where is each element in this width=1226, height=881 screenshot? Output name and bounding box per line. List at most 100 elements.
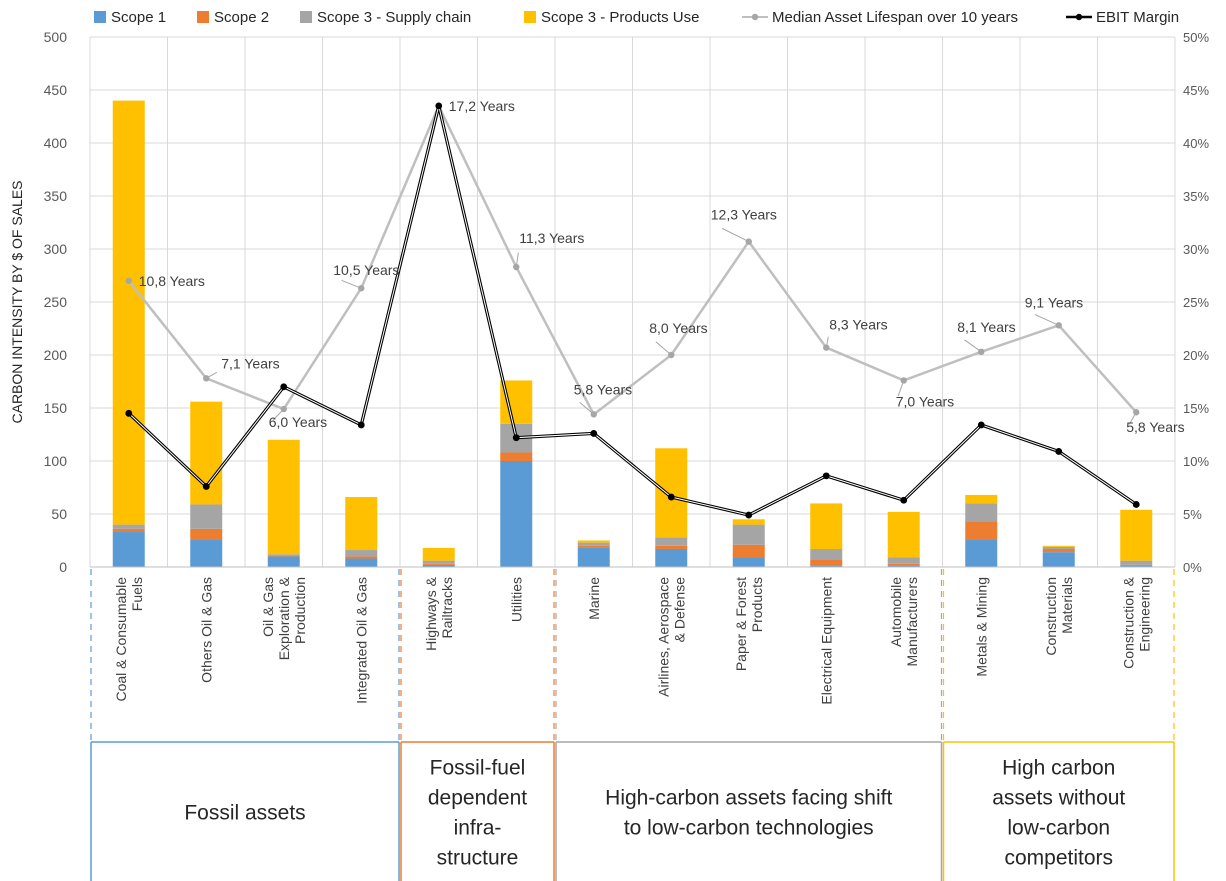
bar-scope-3-products-use [577,540,610,543]
lifespan-leader [1034,314,1059,326]
group-label: Fossil-fuel [430,757,526,780]
group-label: High-carbon assets facing shift [605,787,892,810]
y2-tick-label: 25% [1183,295,1209,310]
legend-item: EBIT Margin [1066,9,1179,26]
x-tick-label-line: Railtracks [439,577,455,638]
bar-scope-2 [577,545,610,548]
bar-scope-1 [422,564,455,567]
legend-swatch [524,11,536,23]
bar-scope-1 [345,558,378,567]
x-tick-label: Electrical Equipment [818,577,834,705]
bar-scope-3-supply-chain [112,524,145,529]
lifespan-data-label: 5,8 Years [574,381,632,397]
bar-scope-2 [887,563,920,566]
bar-scope-2 [1120,564,1153,566]
legend-label: Scope 1 [111,9,166,26]
x-tick-label: Coal & Consumable Fuels [113,577,145,702]
x-tick-label-line: Highways & [423,576,439,651]
y-axis-label: CARBON INTENSITY BY $ OF SALES [9,181,25,424]
ebit-marker [590,430,598,437]
lifespan-leader [897,380,905,397]
legend-item: Scope 3 - Supply chain [300,9,471,26]
bar-scope-1 [810,565,843,567]
ebit-marker [280,383,288,391]
group-label: dependent [428,787,527,810]
group-label: structure [437,847,519,870]
lifespan-data-label: 8,1 Years [957,319,1015,335]
bar-scope-3-products-use [112,100,145,525]
legend-label: Scope 3 - Products Use [541,9,699,26]
bar-scope-3-supply-chain [422,560,455,564]
bar-scope-1 [655,548,688,567]
x-tick-label: Construction Materials [1043,577,1075,656]
lifespan-leader [515,252,519,268]
y2-tick-label: 45% [1183,83,1209,98]
x-tick-label: Airlines, Aerospace & Defense [655,577,687,697]
legend-swatch [197,11,209,23]
x-tick-label-line: Construction & [1120,576,1136,668]
ebit-marker [512,434,520,442]
y-tick-label: 400 [44,135,68,151]
legend-swatch [94,11,106,23]
y-tick-label: 0 [59,559,67,575]
category-groups: Fossil assets Fossil-fuel dependent infra-s… [90,569,1175,881]
lifespan-leader [579,401,595,415]
x-tick-label: Oil & Gas Exploration & Production [260,576,308,660]
x-tick-label-line: Exploration & [276,576,292,660]
x-tick-label: Utilities [508,577,524,622]
bar-scope-3-supply-chain [345,550,378,557]
x-tick-label-line: Coal & Consumable [113,577,129,702]
y2-tick-label: 15% [1183,401,1209,416]
x-tick-label-line: Manufacturers [904,577,920,666]
x-tick-label-line: Utilities [508,577,524,622]
ebit-marker [745,511,753,519]
x-tick-label: Construction & Engineering [1120,576,1152,668]
ebit-marker [125,409,133,417]
bar-scope-1 [1120,565,1153,567]
lifespan-data-label: 17,2 Years [449,98,515,114]
y-tick-label: 250 [44,294,68,310]
bar-scope-3-products-use [810,503,843,549]
ebit-marker [357,421,365,429]
legend-label: Median Asset Lifespan over 10 years [772,9,1018,26]
lifespan-data-label: 10,5 Years [333,262,399,278]
bar-scope-3-products-use [345,497,378,551]
x-tick-label-line: Engineering [1136,577,1152,652]
y-tick-label: 500 [44,29,68,45]
bar-scope-3-products-use [655,448,688,538]
bar-scope-3-products-use [422,547,455,561]
ebit-marker [435,102,443,110]
lifespan-leader [206,371,217,379]
lifespan-leader [272,408,285,421]
y-tick-label: 300 [44,241,68,257]
x-tick-label: Marine [586,577,602,620]
legend-item: Scope 3 - Products Use [524,9,699,26]
lifespan-data-label: 9,1 Years [1025,294,1083,310]
bar-scope-2 [112,528,145,533]
bar-scope-3-supply-chain [190,504,223,529]
y2-tick-label: 10% [1183,454,1209,469]
bar-scope-3-supply-chain [887,557,920,564]
lifespan-data-label: 7,1 Years [221,355,279,371]
bars [112,100,1153,567]
x-tick-label-line: Metals & Mining [973,577,989,677]
x-tick-label-line: Oil & Gas [260,577,276,637]
x-tick-label: Automobile Manufacturers [888,577,920,667]
bar-scope-3-products-use [732,519,765,525]
x-tick-label: Paper & Forest Products [733,577,765,671]
group-label: Fossil assets [184,802,305,825]
bar-scope-1 [887,565,920,567]
bar-scope-2 [190,528,223,540]
bar-scope-2 [345,556,378,559]
y-tick-label: 450 [44,82,68,98]
grid [89,36,1176,568]
bar-scope-1 [112,532,145,567]
bar-scope-3-supply-chain [655,537,688,546]
lines: 10,8 Years 7,1 Years 6,0 Years 10,5 Years 17… [125,98,1185,519]
y2-tick-label: 20% [1183,348,1209,363]
x-tick-label-line: Products [749,577,765,632]
y-tick-label: 350 [44,188,68,204]
x-tick-label-line: Fuels [129,577,145,611]
bar-scope-3-supply-chain [267,554,300,556]
lifespan-leader [964,339,982,353]
